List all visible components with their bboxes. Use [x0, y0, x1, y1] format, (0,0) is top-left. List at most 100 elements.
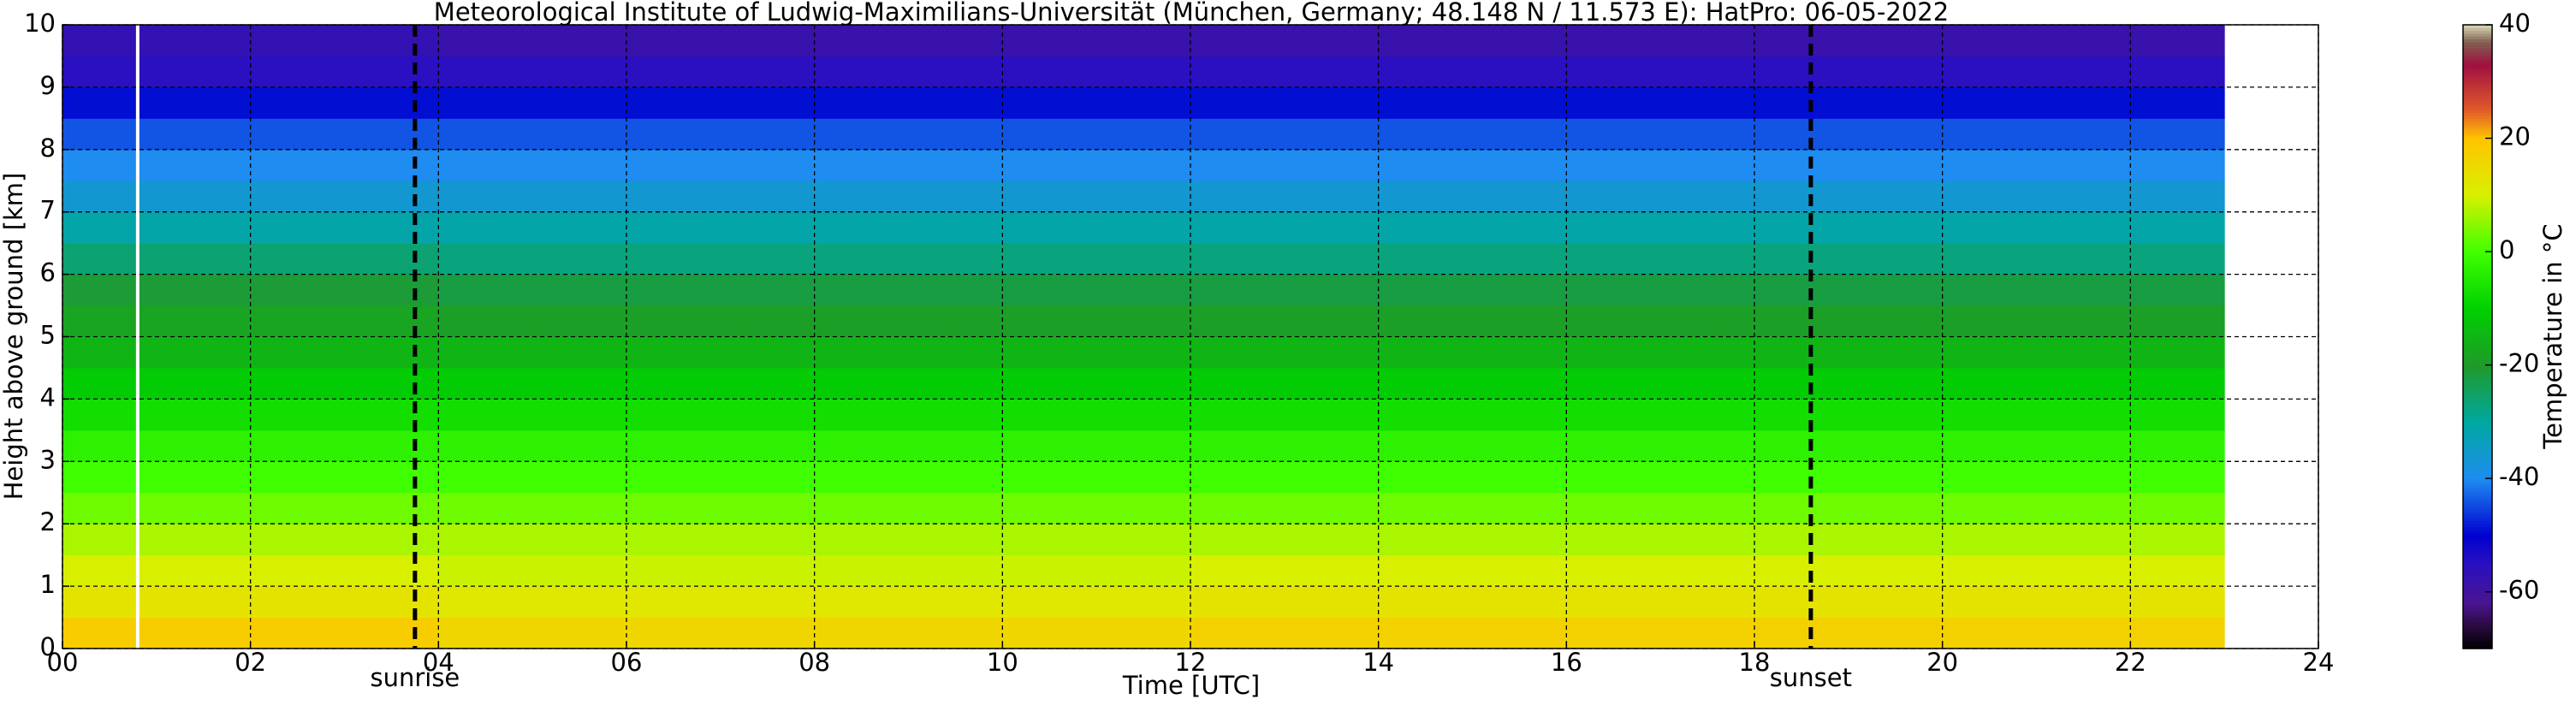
colorbar-tick-label: -60 [2499, 576, 2539, 605]
colorbar-segment [2463, 140, 2492, 145]
heatmap-cell [1942, 149, 2225, 181]
colorbar-segment [2463, 470, 2492, 474]
plot-frame [62, 24, 2319, 649]
x-tick-label: 16 [1551, 648, 1582, 677]
y-tick-label: 5 [40, 321, 56, 350]
colorbar-tick-label: 0 [2499, 235, 2514, 264]
colorbar-segment [2463, 144, 2492, 148]
colorbar-segment [2463, 282, 2492, 287]
colorbar-segment [2463, 441, 2492, 446]
colorbar-segment [2463, 33, 2492, 37]
colorbar-segment [2463, 268, 2492, 272]
colorbar-segment [2463, 373, 2492, 377]
colorbar-segment [2463, 302, 2492, 306]
colorbar-segment [2463, 557, 2492, 561]
colorbar-segment [2463, 424, 2492, 429]
colorbar-segment [2463, 116, 2492, 119]
colorbar-segment [2463, 194, 2492, 198]
colorbar-segment [2463, 78, 2492, 82]
colorbar-segment [2463, 591, 2492, 595]
heatmap-cell [1942, 211, 2225, 244]
colorbar-segment [2463, 62, 2492, 65]
colorbar-segment [2463, 149, 2492, 153]
colorbar-segment [2463, 515, 2492, 519]
colorbar-segment [2463, 39, 2492, 43]
colorbar-segment [2463, 339, 2492, 343]
colorbar-segment [2463, 243, 2492, 247]
colorbar-segment [2463, 257, 2492, 261]
heatmap-cell [1942, 274, 2225, 306]
colorbar-segment [2463, 495, 2492, 499]
colorbar-segment [2463, 347, 2492, 352]
colorbar-segment [2463, 203, 2492, 207]
colorbar-segment [2463, 121, 2492, 125]
colorbar-segment [2463, 345, 2492, 349]
colorbar-tick-label: -20 [2499, 349, 2539, 378]
colorbar-segment [2463, 138, 2492, 142]
x-tick-label: 18 [1739, 648, 1771, 677]
colorbar-segment [2463, 291, 2492, 295]
event-label: sunset [1770, 663, 1852, 692]
colorbar-segment [2463, 36, 2492, 40]
colorbar-segment [2463, 444, 2492, 448]
colorbar-segment [2463, 412, 2492, 417]
colorbar-segment [2463, 166, 2492, 170]
colorbar-segment [2463, 322, 2492, 326]
colorbar-segment [2463, 75, 2492, 80]
colorbar-segment [2463, 265, 2492, 270]
colorbar-segment [2463, 611, 2492, 615]
colorbar-segment [2463, 526, 2492, 530]
x-tick-label: 08 [798, 648, 830, 677]
colorbar-segment [2463, 64, 2492, 68]
colorbar-segment [2463, 367, 2492, 371]
colorbar-segment [2463, 234, 2492, 239]
colorbar-segment [2463, 458, 2492, 462]
colorbar-segment [2463, 637, 2492, 641]
colorbar-label: Temperature in °C [2538, 223, 2567, 449]
event-label: sunrise [370, 663, 460, 692]
colorbar-segment [2463, 226, 2492, 230]
colorbar-segment [2463, 580, 2492, 584]
colorbar-segment [2463, 254, 2492, 258]
colorbar-segment [2463, 110, 2492, 114]
colorbar-segment [2463, 246, 2492, 250]
colorbar-segment [2463, 407, 2492, 412]
colorbar-segment [2463, 376, 2492, 380]
colorbar-segment [2463, 512, 2492, 516]
colorbar-segment [2463, 569, 2492, 573]
colorbar-segment [2463, 572, 2492, 576]
colorbar-segment [2463, 487, 2492, 491]
colorbar-segment [2463, 427, 2492, 431]
colorbar-segment [2463, 67, 2492, 71]
colorbar-segment [2463, 135, 2492, 139]
colorbar-segment [2463, 578, 2492, 582]
colorbar-segment [2463, 56, 2492, 60]
colorbar-segment [2463, 529, 2492, 533]
heatmap-cell [1942, 305, 2225, 337]
colorbar-segment [2463, 228, 2492, 233]
heatmap-cell [1942, 492, 2225, 524]
colorbar-segment [2463, 157, 2492, 162]
colorbar-segment [2463, 169, 2492, 173]
colorbar-segment [2463, 628, 2492, 632]
y-tick-label: 0 [40, 632, 56, 661]
colorbar-segment [2463, 58, 2492, 62]
colorbar-segment [2463, 489, 2492, 494]
colorbar-segment [2463, 606, 2492, 610]
colorbar-segment [2463, 362, 2492, 366]
colorbar-segment [2463, 328, 2492, 332]
colorbar-segment [2463, 589, 2492, 593]
colorbar-segment [2463, 631, 2492, 636]
colorbar-segment [2463, 447, 2492, 451]
colorbar-segment [2463, 319, 2492, 323]
colorbar-segment [2463, 543, 2492, 548]
colorbar-tick-label: 20 [2499, 122, 2531, 151]
colorbar-segment [2463, 552, 2492, 556]
colorbar-segment [2463, 619, 2492, 624]
colorbar-segment [2463, 475, 2492, 479]
colorbar-segment [2463, 285, 2492, 289]
colorbar-segment [2463, 172, 2492, 176]
colorbar-segment [2463, 297, 2492, 301]
heatmap-cell [1942, 430, 2225, 462]
x-tick-label: 02 [234, 648, 266, 677]
